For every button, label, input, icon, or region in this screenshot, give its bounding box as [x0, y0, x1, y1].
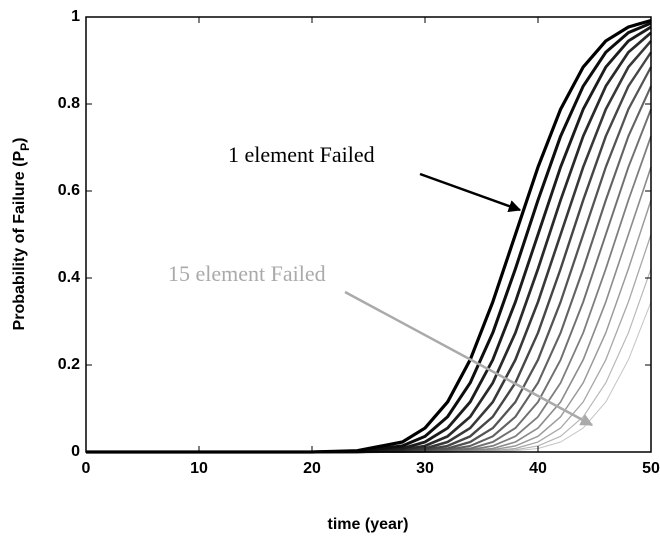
y-axis-label: Probability of Failure (PP) — [11, 138, 32, 331]
y-tick-label: 0.4 — [58, 269, 80, 286]
y-label-end: ) — [11, 138, 28, 143]
x-tick-label: 0 — [82, 460, 91, 477]
x-tick-label: 40 — [529, 460, 547, 477]
y-tick-label: 0.8 — [58, 95, 80, 112]
x-tick-label: 20 — [303, 460, 321, 477]
series-line — [86, 301, 652, 453]
y-label-sub: P — [18, 143, 32, 151]
y-label-main: Probability of Failure (P — [11, 151, 28, 331]
series-line — [86, 199, 652, 453]
x-tick-label: 30 — [416, 460, 434, 477]
axes-box — [85, 16, 652, 453]
series-line — [86, 268, 652, 453]
annotation-arrow — [344, 290, 594, 427]
series-line — [86, 18, 652, 454]
annotation-arrow — [419, 172, 522, 213]
series-line — [86, 21, 652, 454]
annotation: 15 element Failed — [168, 261, 326, 286]
annotation: 1 element Failed — [228, 142, 375, 167]
series-line — [86, 25, 652, 454]
y-tick-label: 0.2 — [58, 356, 80, 373]
y-tick-label: 1 — [71, 8, 80, 25]
y-tick-label: 0 — [71, 443, 80, 460]
y-tick-label: 0.6 — [58, 182, 80, 199]
x-tick-label: 50 — [642, 460, 660, 477]
plot-area — [86, 18, 653, 454]
x-axis-label: time (year) — [328, 516, 409, 533]
x-tick-label: 10 — [190, 460, 208, 477]
